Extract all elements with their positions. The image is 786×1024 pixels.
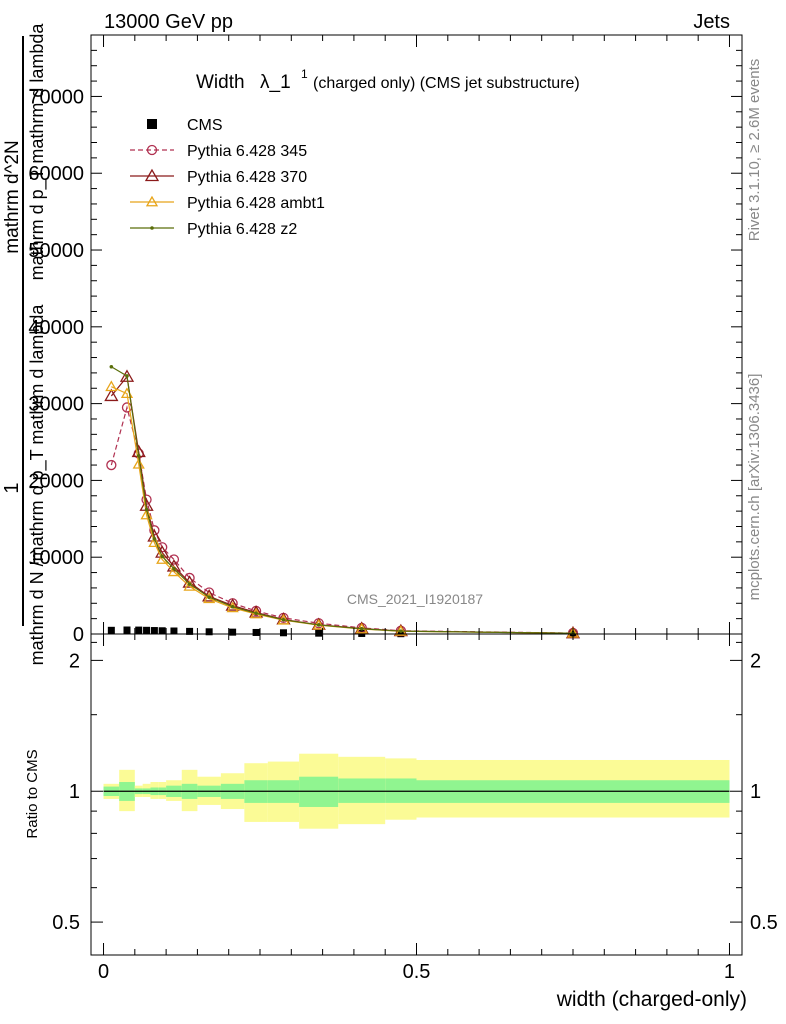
cms-data-point bbox=[279, 629, 287, 637]
y-tick-label: 40000 bbox=[28, 317, 84, 339]
series-marker-z2 bbox=[125, 374, 129, 378]
series-marker-ambt1 bbox=[132, 457, 145, 469]
legend-marker-cms bbox=[147, 119, 157, 129]
legend-marker-p345 bbox=[146, 144, 158, 156]
legend-label: CMS bbox=[187, 117, 223, 134]
ratio-y-tick-label-left: 1 bbox=[69, 781, 80, 803]
header-right: Jets bbox=[693, 11, 730, 33]
ylabel-den2: mathrm d p_T mathrm d lambda bbox=[27, 23, 48, 281]
legend-label: Pythia 6.428 370 bbox=[187, 169, 307, 186]
ylabel-num1: 1 bbox=[1, 482, 23, 493]
series-marker-p345 bbox=[168, 554, 180, 565]
legend-label: Pythia 6.428 z2 bbox=[187, 221, 297, 238]
ratio-y-label: Ratio to CMS bbox=[24, 749, 41, 838]
ratio-y-tick-label-left: 2 bbox=[69, 650, 80, 672]
series-marker-z2 bbox=[144, 507, 149, 512]
series-marker-z2 bbox=[316, 623, 321, 627]
ylabel-num2: mathrm d^2N bbox=[2, 140, 23, 253]
series-marker-ambt1 bbox=[105, 380, 118, 392]
legend-label: Pythia 6.428 ambt1 bbox=[187, 195, 325, 212]
series-marker-ambt1 bbox=[148, 536, 161, 548]
series-marker-p345 bbox=[106, 459, 117, 471]
title-superscript: 1 bbox=[301, 67, 308, 81]
header-left: 13000 GeV pp bbox=[104, 11, 233, 33]
series-marker-z2 bbox=[399, 629, 403, 633]
series-marker-z2 bbox=[136, 454, 141, 458]
analysis-watermark: CMS_2021_I1920187 bbox=[347, 591, 483, 607]
cms-data-point bbox=[205, 628, 213, 636]
series-marker-z2 bbox=[152, 536, 157, 541]
cms-data-point bbox=[143, 626, 151, 634]
cms-data-point bbox=[315, 629, 323, 637]
rivet-label: Rivet 3.1.10, ≥ 2.6M events bbox=[746, 59, 763, 242]
cms-data-point bbox=[229, 628, 237, 636]
series-line-p370 bbox=[110, 375, 573, 634]
series-marker-z2 bbox=[160, 554, 165, 559]
cms-data-point bbox=[170, 627, 178, 635]
legend-marker-ambt1 bbox=[145, 195, 159, 207]
series-marker-p370 bbox=[104, 388, 119, 402]
y-tick-label: 60000 bbox=[28, 163, 84, 185]
series-marker-z2 bbox=[359, 626, 364, 631]
series-marker-p370 bbox=[119, 369, 135, 382]
cms-data-point bbox=[186, 627, 194, 635]
y-axis-label: 1 mathrm d N /mathrm d p_T mathrm d lamb… bbox=[1, 23, 48, 666]
series-marker-z2 bbox=[187, 582, 192, 586]
series-marker-z2 bbox=[254, 611, 258, 616]
legend-marker-p370 bbox=[144, 168, 160, 182]
title-lambda: λ_1 bbox=[260, 72, 291, 93]
x-tick-label: 0.5 bbox=[403, 961, 431, 983]
series-line-ambt1 bbox=[111, 386, 573, 634]
series-marker-z2 bbox=[230, 604, 235, 609]
axes: 0 10000 20000 30000 40000 50000 60000 70000 0 0.5… bbox=[28, 34, 778, 983]
legend: CMS Pythia 6.428 345 Pythia 6.428 370 Pythi… bbox=[130, 117, 325, 238]
legend-marker-z2 bbox=[150, 226, 154, 230]
y-tick-label: 30000 bbox=[28, 394, 84, 416]
cms-data-point bbox=[135, 626, 143, 634]
ratio-y-tick-label-right: 2 bbox=[750, 650, 761, 672]
x-tick-label: 1 bbox=[724, 961, 735, 983]
series-marker-z2 bbox=[172, 566, 176, 571]
x-axis-label: width (charged-only) bbox=[556, 988, 747, 1011]
y-tick-label: 20000 bbox=[28, 470, 84, 492]
series-marker-p370 bbox=[248, 605, 264, 618]
series-marker-z2 bbox=[207, 595, 211, 599]
x-tick-label: 0 bbox=[98, 961, 109, 983]
series-marker-z2 bbox=[109, 364, 114, 369]
series-marker-p370 bbox=[225, 598, 240, 611]
ratio-y-tick-label-left: 0.5 bbox=[52, 912, 80, 934]
cms-data-point bbox=[158, 627, 166, 635]
title-suffix: (charged only) (CMS jet substructure) bbox=[313, 75, 580, 92]
main-panel-series bbox=[104, 364, 581, 639]
title-prefix: Width bbox=[196, 72, 245, 93]
series-marker-ambt1 bbox=[140, 508, 153, 520]
legend-label: Pythia 6.428 345 bbox=[187, 143, 307, 160]
series-marker-z2 bbox=[281, 617, 286, 622]
ratio-y-tick-label-right: 0.5 bbox=[750, 912, 778, 934]
cms-data-point bbox=[107, 626, 115, 634]
cms-data-point bbox=[123, 626, 131, 634]
plot-title: Width λ_1 1 (charged only) (CMS jet subs… bbox=[196, 67, 580, 93]
y-tick-label: 10000 bbox=[28, 547, 84, 569]
ylabel-fraction-bar-outer bbox=[22, 36, 24, 626]
cms-data-point bbox=[150, 627, 158, 635]
cms-data-point bbox=[252, 628, 260, 636]
y-tick-label: 0 bbox=[73, 624, 84, 646]
ratio-y-tick-label-right: 1 bbox=[750, 781, 761, 803]
mcplots-label: mcplots.cern.ch [arXiv:1306.3436] bbox=[746, 374, 763, 601]
series-line-z2 bbox=[111, 366, 573, 634]
y-tick-label: 70000 bbox=[28, 86, 84, 108]
ratio-error-bands bbox=[103, 753, 730, 829]
y-tick-label: 50000 bbox=[28, 240, 84, 262]
ratio-stat-band-bin bbox=[299, 776, 339, 807]
series-line-p345 bbox=[110, 405, 573, 634]
ylabel-den1: mathrm d N /mathrm d p_T mathrm d lambda bbox=[27, 304, 48, 666]
